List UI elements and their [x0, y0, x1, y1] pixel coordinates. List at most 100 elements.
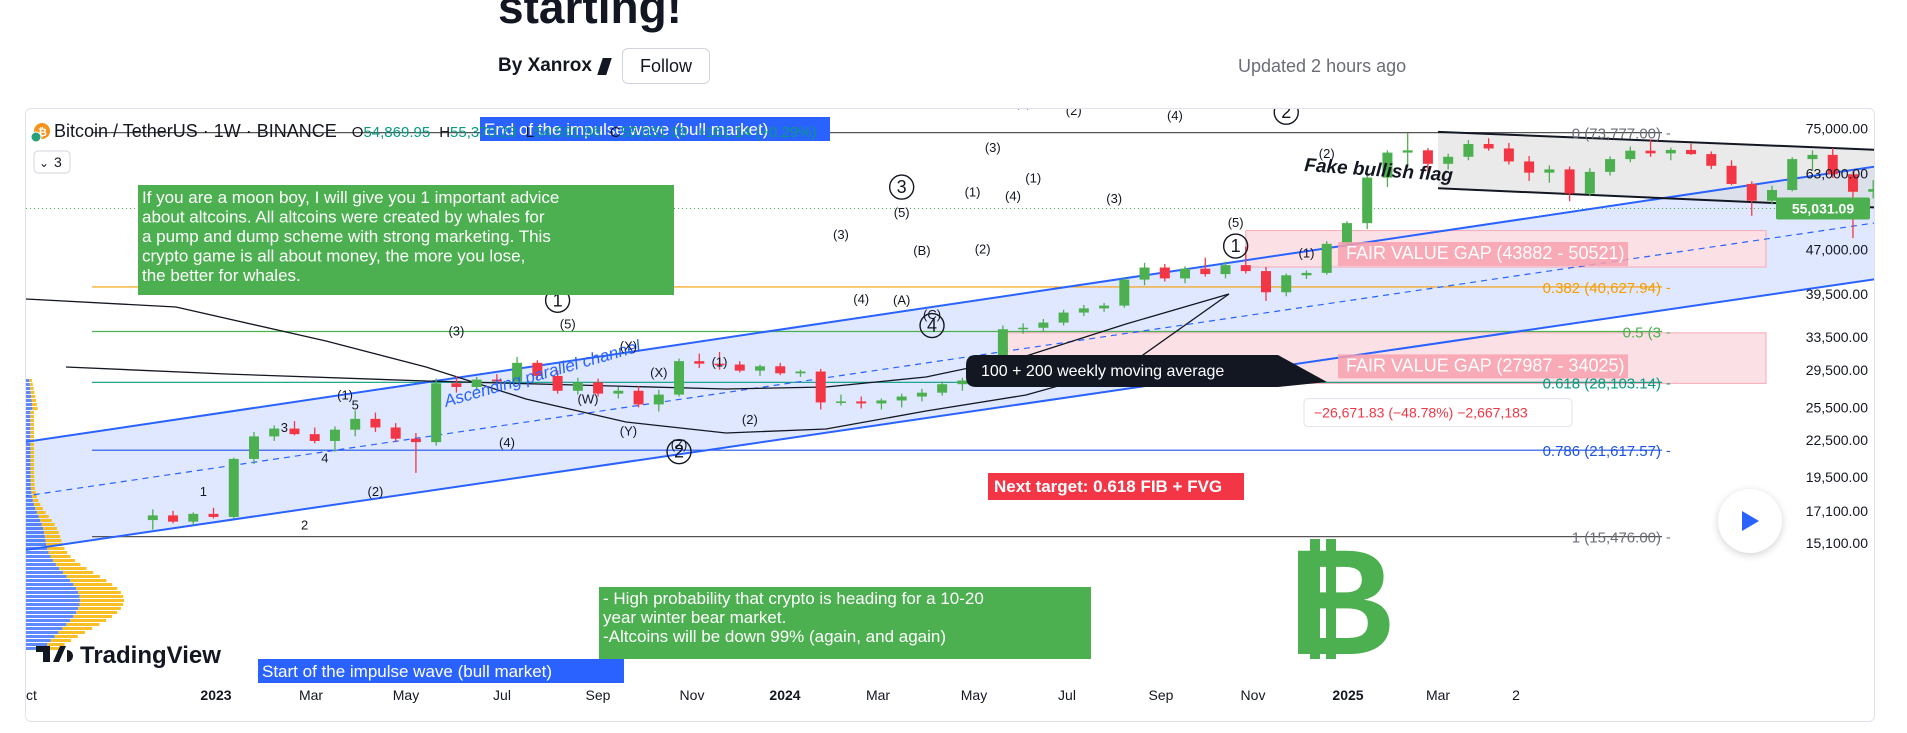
ma-callout-box [966, 355, 1327, 387]
wave-label: (1) [965, 185, 981, 200]
volume-bar [26, 379, 30, 382]
wave-label: (2) [1319, 146, 1335, 161]
candle-body [1807, 154, 1818, 160]
candle-body [269, 428, 280, 437]
wave-label: (5) [894, 205, 910, 220]
wave-label: (2) [367, 484, 383, 499]
volume-bar [62, 627, 93, 630]
candle-body [1524, 161, 1535, 173]
byline: By Xanrox Follow [498, 48, 710, 84]
x-tick-label: Jul [493, 687, 511, 703]
volume-bar [30, 463, 35, 466]
volume-bar [26, 599, 80, 602]
volume-bar [50, 639, 72, 642]
volume-bar [26, 643, 48, 646]
candle-body [512, 362, 523, 382]
x-tick-label: 2 [1512, 687, 1520, 703]
candle-body [1645, 150, 1656, 154]
candle-body [714, 363, 725, 366]
candle-body [835, 401, 846, 403]
wave-label: (5) [560, 317, 576, 332]
bitcoin-symbol-glyph: ₿ [38, 127, 47, 139]
volume-bar [26, 475, 31, 478]
volume-bar [47, 547, 65, 550]
volume-bar [26, 527, 44, 530]
y-tick-label: 22,500.00 [1806, 432, 1868, 448]
indicator-toggle[interactable] [33, 150, 71, 174]
volume-bar [26, 463, 31, 466]
candle-body [1422, 150, 1433, 164]
follow-button[interactable]: Follow [621, 48, 710, 84]
x-tick-label: Nov [1241, 687, 1266, 703]
volume-bar [48, 551, 68, 554]
volume-bar [30, 391, 35, 394]
candle-body [1018, 327, 1029, 330]
volume-bar [26, 543, 47, 546]
close-label: C [610, 124, 621, 141]
volume-bar [26, 603, 80, 606]
volume-bar [26, 631, 59, 634]
flag-upper-line [1437, 130, 1874, 151]
candle-body [653, 394, 664, 405]
candle-body [289, 428, 300, 435]
volume-bar [33, 503, 41, 506]
symbol-title[interactable]: Bitcoin / TetherUS · 1W · BINANCE [54, 121, 337, 141]
x-tick-label: Nov [680, 687, 705, 703]
low-value: 54,591.96 [534, 124, 601, 141]
y-tick-label: 25,500.00 [1806, 399, 1868, 415]
volume-bar [30, 475, 35, 478]
fib-tick: - [1666, 324, 1671, 340]
volume-bar [76, 611, 118, 614]
candle-body [593, 382, 604, 394]
wave-label: (B) [913, 243, 930, 258]
chart-container[interactable]: 0 (73,777.00) -0.382 (40,627.94) -0.5 (3-0… [25, 108, 1875, 722]
author-name[interactable]: By Xanrox [498, 55, 592, 76]
candle-body [471, 379, 482, 387]
change-value: +161.14 (+0.29%) [696, 124, 816, 141]
wave-label: (2) [742, 412, 758, 427]
volume-bar [26, 459, 31, 462]
candle-body [1341, 223, 1352, 244]
volume-bar [26, 447, 31, 450]
y-tick-label: 29,500.00 [1806, 362, 1868, 378]
volume-bar [46, 543, 63, 546]
volume-bar [26, 635, 55, 638]
play-button[interactable] [1718, 489, 1782, 553]
volume-bar [26, 639, 51, 642]
volume-bar [30, 411, 34, 414]
advice-note-line: crypto game is all about money, the more… [142, 247, 525, 266]
bear-note-line: year winter bear market. [603, 608, 786, 627]
measure-label-box [1303, 398, 1573, 428]
wave-label: (A) [893, 292, 910, 307]
volume-bar [26, 627, 63, 630]
wave-label: (4) [1005, 189, 1021, 204]
wave-label: (3) [448, 323, 464, 338]
fib-tick: - [1666, 125, 1671, 141]
candle-body [1240, 265, 1251, 272]
volume-bar [29, 383, 33, 386]
y-tick-label: 47,000.00 [1806, 241, 1868, 257]
volume-bar [78, 607, 121, 610]
fib-label: 0.382 (40,627.94) [1543, 280, 1661, 297]
wave-label: (4) [499, 435, 515, 450]
volume-bar [55, 563, 81, 566]
high-label: H [439, 124, 450, 141]
candle-body [208, 513, 219, 517]
volume-bar [26, 587, 77, 590]
volume-bar [30, 435, 35, 438]
y-tick-label: 75,000.00 [1806, 120, 1868, 136]
candle-body [451, 383, 462, 387]
wave-label: (1) [1025, 171, 1041, 186]
cycle-circle [919, 312, 945, 339]
volume-bar [47, 643, 65, 646]
cycle-circle [888, 174, 915, 200]
volume-bar [38, 515, 49, 518]
candle-body [1180, 268, 1191, 279]
volume-bar [26, 531, 45, 534]
price-chart[interactable]: 0 (73,777.00) -0.382 (40,627.94) -0.5 (3 -0… [26, 109, 1874, 721]
volume-bar [26, 403, 32, 406]
candle-body [491, 379, 502, 382]
svg-text:B: B [1288, 518, 1396, 686]
volume-bar [26, 511, 37, 514]
volume-bar [79, 603, 124, 606]
